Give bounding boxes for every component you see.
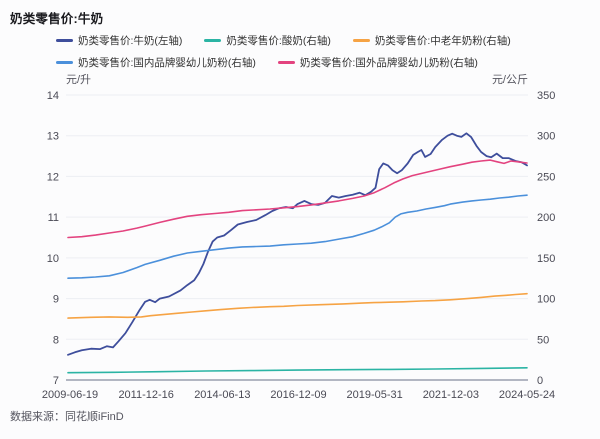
legend-item-2[interactable]: 奶类零售价:中老年奶粉(右轴) <box>352 33 511 48</box>
legend-label: 奶类零售价:酸奶(右轴) <box>226 35 331 47</box>
x-tick: 2011-12-16 <box>118 389 173 401</box>
x-tick: 2019-05-31 <box>347 389 403 401</box>
series-line-4 <box>67 159 528 239</box>
y-left-tick: 8 <box>53 334 59 346</box>
axis-labels: 14 13 12 11 10 9 8 7 350 300 250 200 150 100 50 0 2009-0… <box>42 90 556 401</box>
x-tick: 2016-12-09 <box>270 389 326 401</box>
y-left-tick: 11 <box>48 212 59 224</box>
legend-label: 奶类零售价:国内品牌婴幼儿奶粉(右轴) <box>78 57 256 69</box>
y-right-tick: 200 <box>537 212 555 224</box>
legend-swatch <box>56 39 73 42</box>
axis-units-row: 元/升 元/公斤 <box>66 71 528 87</box>
series-line-1 <box>67 366 528 374</box>
left-axis-unit: 元/升 <box>66 74 92 86</box>
legend-label: 奶类零售价:中老年奶粉(右轴) <box>374 35 511 47</box>
legend-item-0[interactable]: 奶类零售价:牛奶(左轴) <box>56 33 182 48</box>
legend-swatch <box>56 61 73 64</box>
legend-swatch <box>352 39 370 42</box>
y-right-tick: 100 <box>537 294 555 306</box>
y-left-tick: 7 <box>53 375 59 387</box>
legend-swatch <box>204 39 222 42</box>
y-left-tick: 10 <box>47 253 59 265</box>
right-axis-unit: 元/公斤 <box>491 74 528 86</box>
legend-item-1[interactable]: 奶类零售价:酸奶(右轴) <box>204 33 331 48</box>
y-right-tick: 0 <box>537 375 543 387</box>
y-left-tick: 13 <box>47 131 59 143</box>
gridlines <box>66 94 528 381</box>
x-tick: 2014-06-13 <box>194 389 250 401</box>
legend-label: 奶类零售价:牛奶(左轴) <box>78 35 183 47</box>
legend-item-3[interactable]: 奶类零售价:国内品牌婴幼儿奶粉(右轴) <box>56 55 256 70</box>
y-right-tick: 150 <box>537 253 555 265</box>
legend-swatch <box>277 61 295 64</box>
y-left-tick: 14 <box>47 90 59 102</box>
y-left-tick: 9 <box>53 294 59 306</box>
y-right-tick: 250 <box>537 171 555 183</box>
chart-title: 奶类零售价:牛奶 <box>10 12 104 26</box>
series-line-2 <box>67 292 528 319</box>
x-tick: 2024-05-24 <box>499 389 555 401</box>
legend-label: 奶类零售价:国外品牌婴幼儿奶粉(右轴) <box>299 57 478 69</box>
y-right-tick: 350 <box>537 90 555 102</box>
y-right-tick: 300 <box>537 131 555 143</box>
y-right-tick: 50 <box>537 334 549 346</box>
x-tick: 2009-06-19 <box>42 389 98 401</box>
legend: 奶类零售价:牛奶(左轴) 奶类零售价:酸奶(右轴) 奶类零售价:中老年奶粉(右轴) 奶… <box>56 33 530 70</box>
y-left-tick: 12 <box>47 171 59 183</box>
source-note: 数据来源：同花顺iFinD <box>10 411 124 423</box>
x-tick: 2021-12-03 <box>423 389 479 401</box>
series-line-3 <box>67 194 528 280</box>
legend-item-4[interactable]: 奶类零售价:国外品牌婴幼儿奶粉(右轴) <box>277 55 478 70</box>
